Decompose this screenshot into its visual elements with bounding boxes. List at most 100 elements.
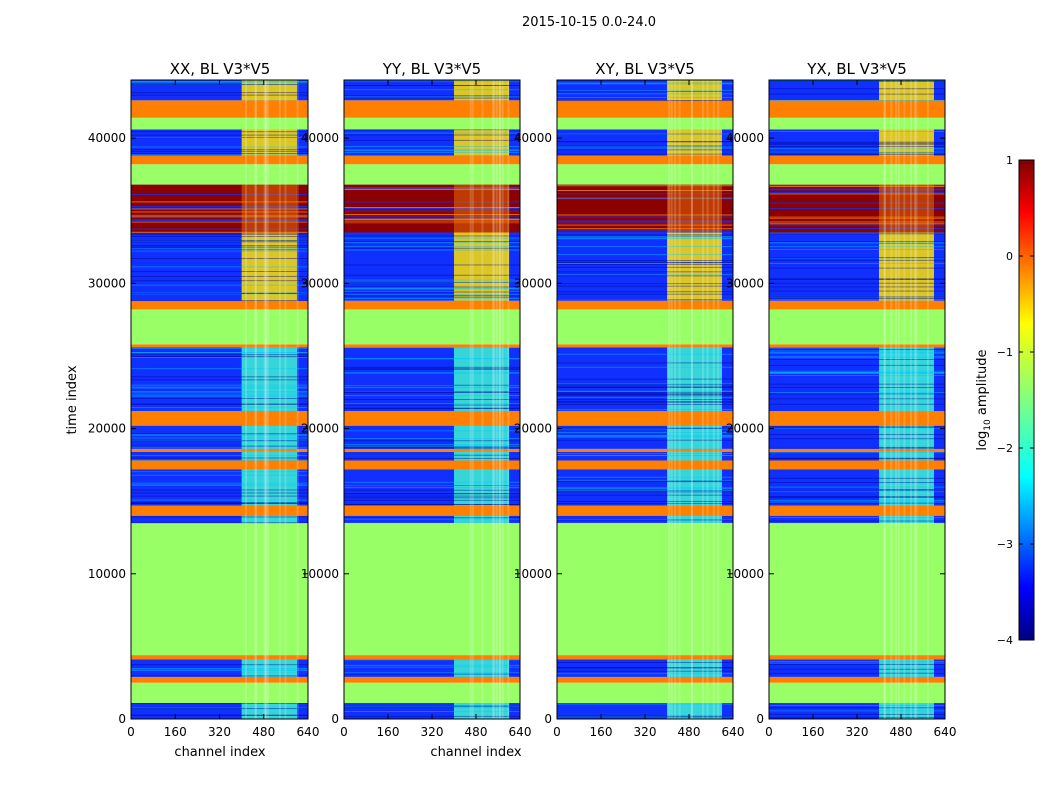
hot-streak [769, 184, 945, 186]
channel-stripe [495, 80, 498, 719]
time-block-rfi [769, 155, 945, 165]
noise-streak [131, 250, 308, 252]
noise-streak [557, 519, 733, 520]
panel-yx: YX, BL V3*V5 0 160 320 480 640 0 10000 20000 300… [726, 60, 957, 739]
noise-streak [769, 257, 945, 258]
axes: 0 160 320 480 640 0 10000 20000 30000 40000 [726, 79, 956, 739]
time-block-flag [557, 309, 733, 345]
noise-streak [557, 299, 733, 301]
noise-streak [769, 502, 945, 504]
time-block-data [557, 672, 733, 677]
noise-streak [344, 247, 520, 249]
noise-streak [557, 236, 733, 237]
noise-streak [131, 522, 308, 524]
colorbar-tick-label: −4 [997, 634, 1013, 647]
hot-streak [344, 206, 520, 208]
noise-streak [769, 662, 945, 664]
noise-streak [769, 88, 945, 90]
y-tick-label: 40000 [301, 131, 339, 145]
hot-streak [344, 201, 520, 203]
noise-streak [131, 398, 308, 399]
noise-streak [344, 132, 520, 134]
y-tick-label: 40000 [726, 131, 764, 145]
hot-streak [131, 208, 308, 210]
noise-streak [131, 246, 308, 248]
noise-streak [131, 516, 308, 518]
noise-streak [131, 471, 308, 473]
y-tick-label: 30000 [514, 276, 552, 290]
time-block-flag [344, 164, 520, 185]
time-block-rfi [557, 100, 733, 118]
noise-streak [557, 455, 733, 457]
hot-streak [344, 187, 520, 189]
noise-streak [557, 366, 733, 368]
channel-stripe [706, 80, 709, 719]
noise-streak [131, 275, 308, 277]
x-tick-label: 0 [765, 725, 773, 739]
time-block-rfi [131, 100, 308, 118]
time-block-hot [557, 184, 733, 233]
hot-streak [344, 223, 520, 225]
noise-streak [344, 664, 520, 666]
noise-streak [557, 489, 733, 491]
channel-stripe [884, 80, 887, 719]
y-tick-label: 10000 [514, 567, 552, 581]
noise-streak [769, 392, 945, 393]
time-block-flag [131, 117, 308, 130]
noise-streak [131, 703, 308, 704]
noise-streak [769, 477, 945, 479]
noise-streak [769, 434, 945, 435]
hot-streak [557, 214, 733, 216]
rfi-channel-band [241, 672, 297, 677]
time-block-rfi [131, 655, 308, 660]
noise-streak [557, 404, 733, 405]
noise-streak [344, 146, 520, 147]
time-block-flag [769, 117, 945, 130]
panel-title: YX, BL V3*V5 [806, 60, 907, 78]
noise-streak [344, 404, 520, 406]
noise-streak [344, 347, 520, 349]
x-tick-label: 160 [377, 725, 400, 739]
noise-streak [344, 454, 520, 456]
noise-streak [769, 497, 945, 498]
noise-streak [344, 96, 520, 98]
time-block-rfi [769, 411, 945, 426]
noise-streak [769, 451, 945, 453]
noise-streak [557, 409, 733, 410]
time-block-rfi [769, 100, 945, 118]
channel-stripe [266, 80, 269, 719]
noise-streak [769, 710, 945, 712]
noise-streak [557, 393, 733, 395]
channel-stripe [674, 80, 677, 719]
noise-streak [344, 445, 520, 447]
rfi-channel-band [879, 80, 934, 101]
rfi-channel-band [454, 672, 509, 677]
time-block-rfi [131, 155, 308, 165]
hot-streak [344, 210, 520, 212]
noise-streak [131, 248, 308, 250]
time-block-flag [769, 309, 945, 345]
noise-streak [557, 271, 733, 273]
channel-stripe [701, 80, 704, 719]
channel-stripe [481, 80, 484, 719]
noise-streak [769, 447, 945, 449]
y-tick-label: 0 [756, 712, 764, 726]
hot-streak [131, 211, 308, 213]
rfi-channel-band [879, 347, 934, 412]
channel-stripe [903, 80, 906, 719]
channel-stripe [915, 80, 918, 719]
noise-streak [344, 368, 520, 370]
noise-streak [769, 704, 945, 706]
noise-streak [557, 401, 733, 403]
noise-streak [131, 92, 308, 94]
noise-streak [769, 286, 945, 288]
noise-streak [131, 440, 308, 442]
hot-streak [131, 194, 308, 196]
channel-stripe [690, 80, 693, 719]
noise-streak [131, 435, 308, 436]
x-tick-label: 480 [678, 725, 701, 739]
noise-streak [344, 139, 520, 141]
y-tick-label: 20000 [301, 422, 339, 436]
time-block-data [769, 515, 945, 523]
x-tick-label: 480 [465, 725, 488, 739]
